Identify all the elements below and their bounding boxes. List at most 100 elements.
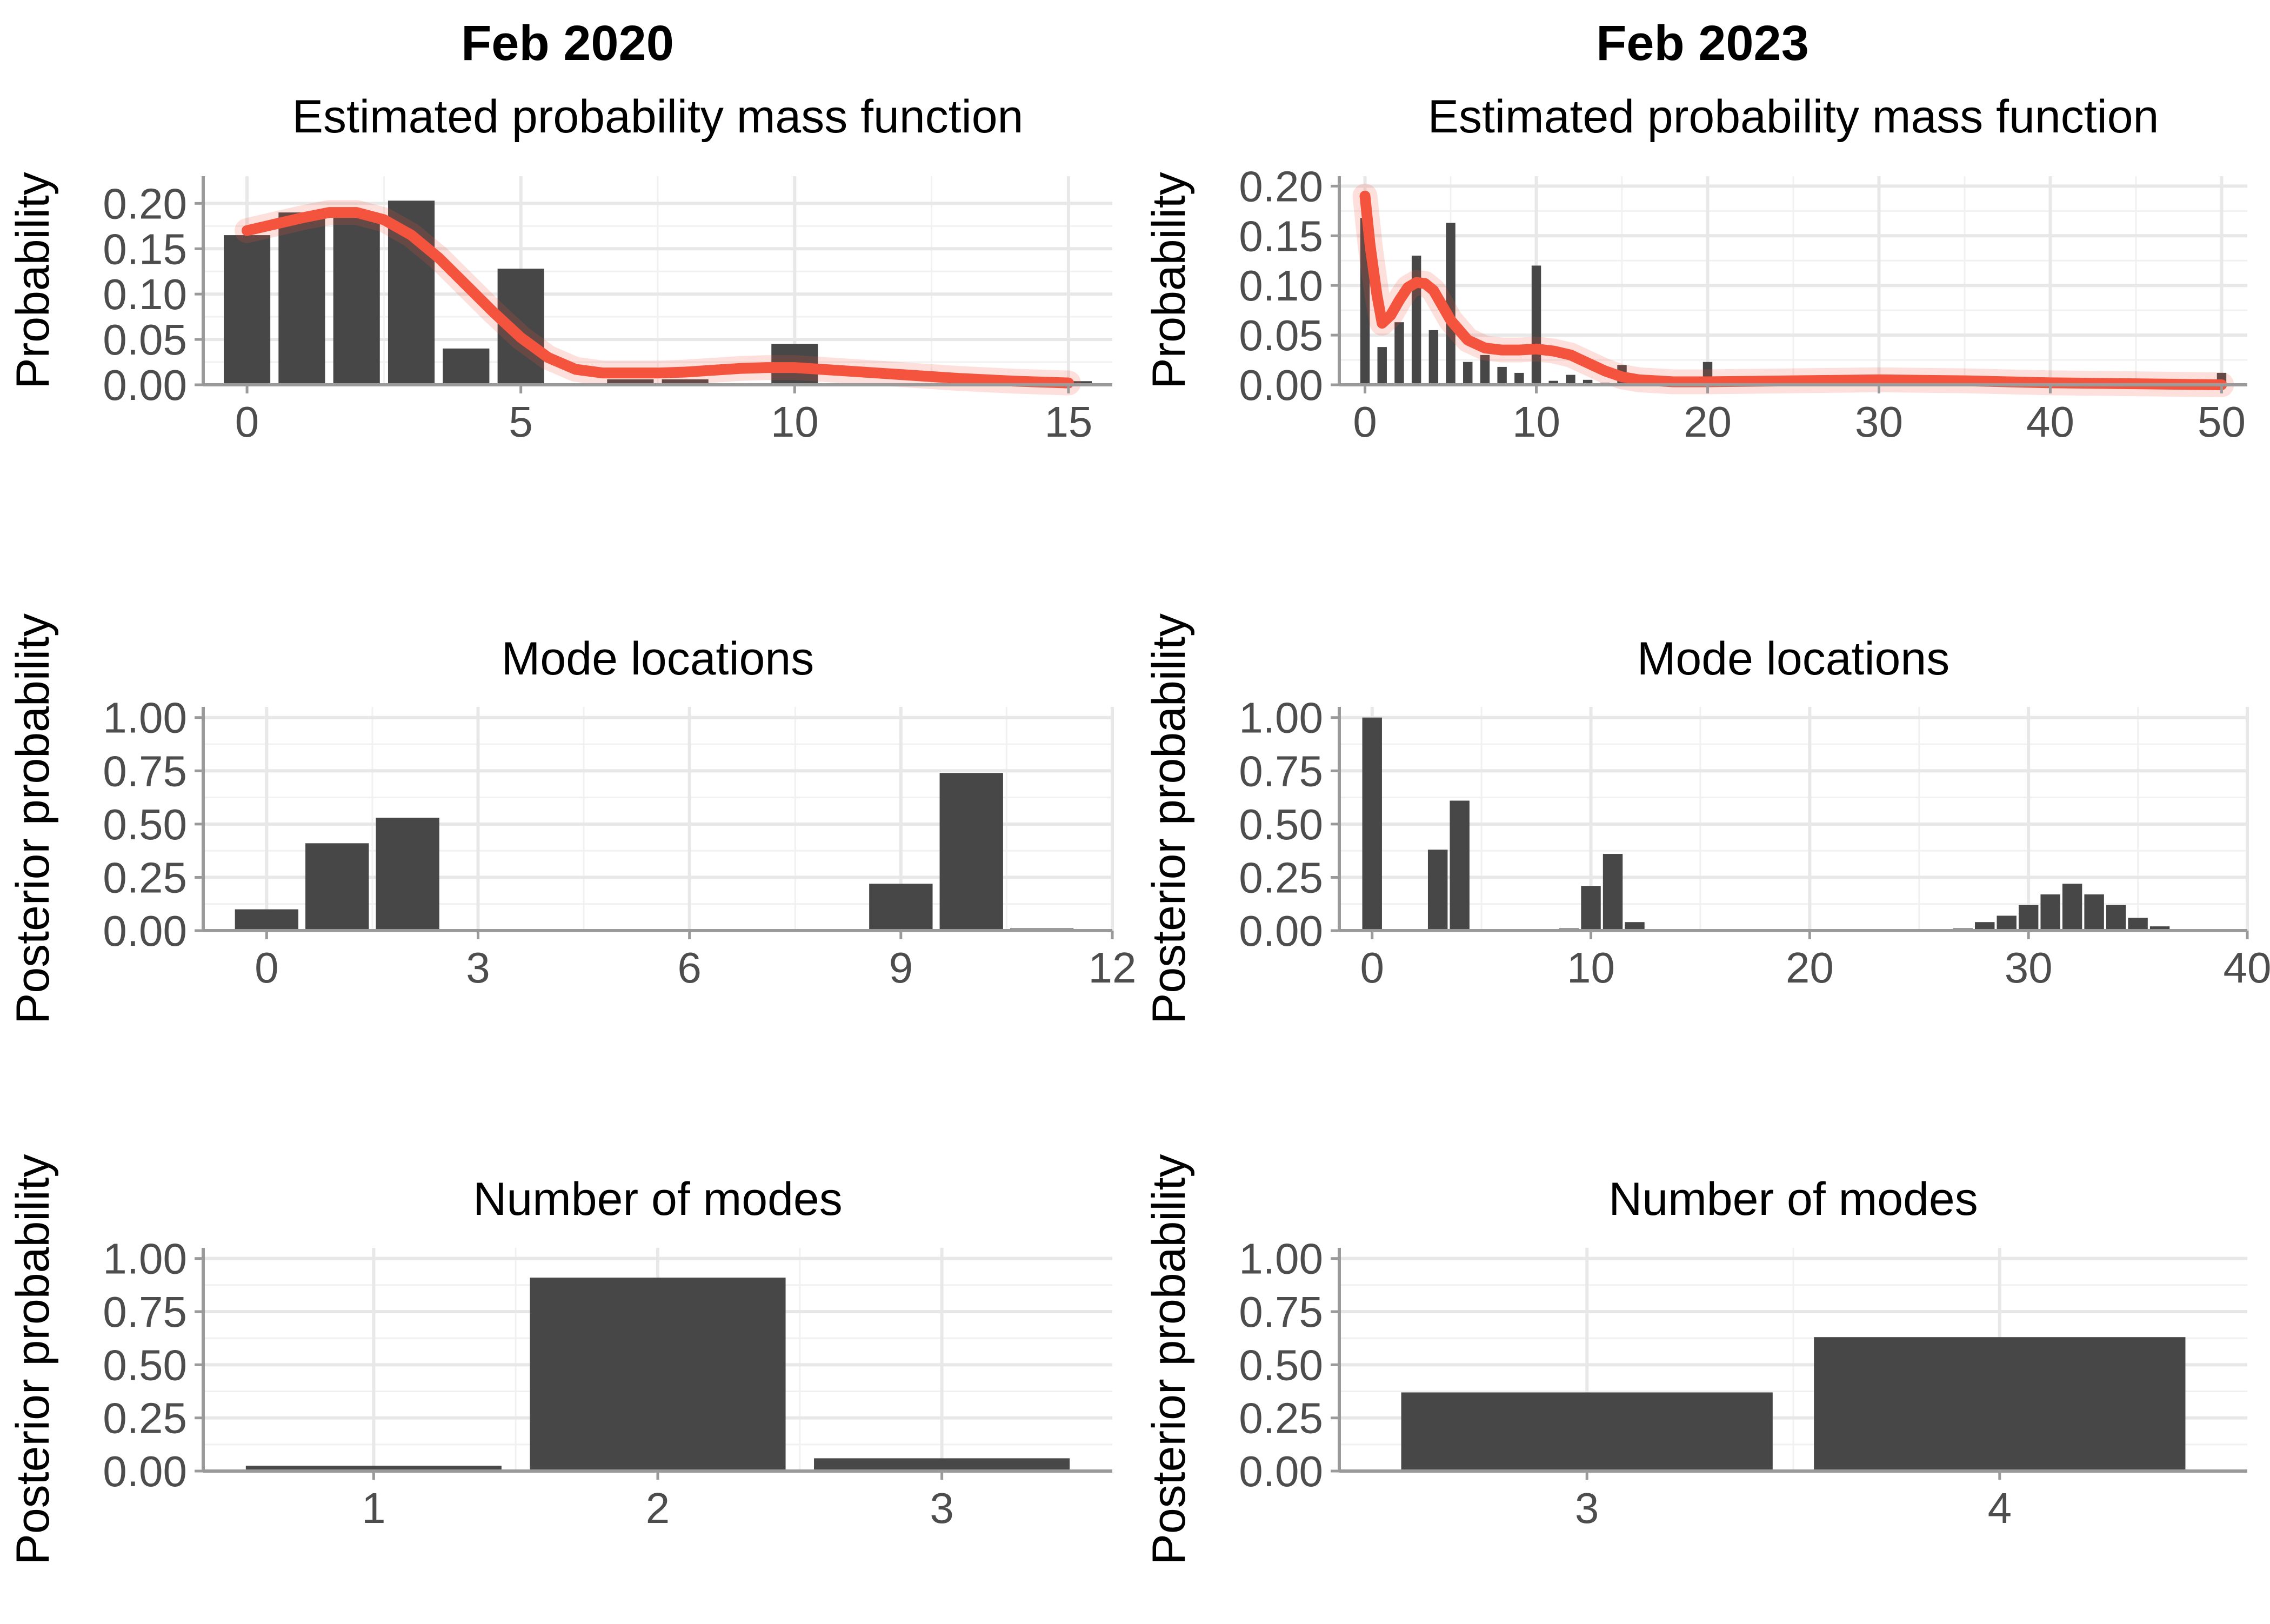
y-tick-label: 0.00 — [103, 361, 187, 409]
x-tick-label: 0 — [1353, 398, 1377, 446]
panel-nmodes-2020: 0.00 0.25 0.50 0.75 1.00 1 2 3 Number of modes Po… — [7, 1154, 1112, 1565]
bar — [1362, 717, 1382, 931]
bar — [2084, 894, 2104, 931]
y-tick-label: 0.50 — [1239, 800, 1323, 848]
y-axis-label: Posterior probability — [7, 1154, 59, 1565]
x-tick-label: 30 — [2005, 944, 2053, 992]
bar — [1548, 380, 1558, 385]
bar — [1566, 375, 1575, 385]
y-tick-label: 0.15 — [1239, 212, 1323, 260]
column-title-right: Feb 2023 — [1596, 16, 1809, 71]
bar — [2018, 905, 2039, 931]
y-tick-label: 0.75 — [1239, 747, 1323, 795]
y-tick-label: 1.00 — [1239, 1235, 1323, 1283]
bar — [278, 212, 325, 385]
y-tick-label: 0.05 — [103, 316, 187, 364]
x-tick-label: 50 — [2198, 398, 2246, 446]
column-title-left: Feb 2020 — [461, 16, 674, 71]
x-tick-label: 3 — [930, 1484, 954, 1532]
bar — [939, 773, 1003, 931]
bar — [245, 1466, 502, 1471]
bar — [1975, 922, 1995, 931]
x-tick-label: 30 — [1855, 398, 1903, 446]
y-tick-label: 1.00 — [1239, 694, 1323, 742]
bar — [2106, 905, 2126, 931]
bar — [1463, 362, 1473, 385]
bar — [607, 379, 654, 385]
bar — [1514, 372, 1524, 385]
bar — [662, 379, 709, 385]
bar — [1428, 330, 1439, 385]
y-axis-label: Posterior probability — [1143, 1154, 1195, 1565]
x-tick-label: 20 — [1786, 944, 1834, 992]
panel-title: Mode locations — [1637, 633, 1949, 685]
y-axis-label: Probability — [7, 172, 59, 389]
bar — [223, 235, 271, 385]
y-tick-label: 1.00 — [103, 694, 187, 742]
bar — [1427, 850, 1448, 931]
bar — [333, 217, 380, 385]
bar — [1377, 347, 1387, 385]
bar — [1497, 366, 1507, 385]
bar — [1625, 922, 1645, 931]
bar — [305, 843, 369, 931]
y-tick-label: 0.25 — [103, 1394, 187, 1442]
panel-title: Number of modes — [473, 1173, 843, 1225]
x-tick-label: 4 — [1988, 1484, 2012, 1532]
bar — [2128, 918, 2148, 931]
y-tick-label: 0.20 — [1239, 162, 1323, 210]
y-tick-label: 0.25 — [103, 853, 187, 901]
y-tick-label: 0.25 — [1239, 1394, 1323, 1442]
bar — [1581, 886, 1601, 931]
bar — [1997, 915, 2017, 931]
panel-pmf-2020: 0.000.050.100.150.20 0 5 10 15 Estimated prob… — [7, 91, 1112, 446]
x-tick-label: 6 — [677, 944, 702, 992]
bar — [443, 348, 490, 385]
x-tick-label: 5 — [509, 398, 533, 446]
posterior-curve — [1359, 190, 2227, 390]
x-tick-label: 0 — [1360, 944, 1384, 992]
bar — [1603, 854, 1623, 931]
bar — [530, 1278, 786, 1471]
bar — [2040, 894, 2060, 931]
posterior-curve — [242, 207, 1074, 389]
panel-title: Estimated probability mass function — [292, 91, 1024, 143]
y-tick-label: 0.20 — [103, 179, 187, 228]
panel-title: Number of modes — [1608, 1173, 1978, 1225]
y-tick-label: 0.00 — [103, 907, 187, 955]
bar — [1394, 322, 1404, 385]
y-tick-label: 0.10 — [103, 270, 187, 318]
x-tick-label: 2 — [646, 1484, 670, 1532]
y-tick-label: 0.50 — [1239, 1341, 1323, 1389]
y-tick-label: 1.00 — [103, 1235, 187, 1283]
x-tick-label: 20 — [1684, 398, 1732, 446]
x-tick-label: 9 — [889, 944, 913, 992]
y-tick-label: 0.75 — [103, 1288, 187, 1336]
panel-pmf-2023: 0.000.050.100.150.20 0 10 20 30 40 50 Estimated… — [1143, 91, 2247, 446]
x-tick-label: 40 — [2224, 944, 2270, 992]
bar — [1450, 800, 1470, 931]
bar — [1446, 223, 1456, 385]
y-axis-label: Probability — [1143, 172, 1195, 389]
bar — [2149, 926, 2170, 931]
x-tick-label: 10 — [1567, 944, 1615, 992]
bar — [1531, 265, 1541, 385]
bar — [1480, 355, 1490, 385]
panel-modes-2020: 0.00 0.25 0.50 0.75 1.00 0 3 6 9 12 Mode locations… — [7, 613, 1136, 1024]
bar — [814, 1458, 1070, 1471]
y-tick-label: 0.00 — [103, 1447, 187, 1495]
y-tick-label: 0.00 — [1239, 361, 1323, 409]
bar — [869, 884, 933, 931]
bar — [1583, 379, 1593, 385]
y-tick-label: 0.50 — [103, 800, 187, 848]
x-tick-label: 15 — [1044, 398, 1092, 446]
y-tick-label: 0.05 — [1239, 311, 1323, 359]
x-tick-label: 0 — [235, 398, 259, 446]
bar — [1814, 1337, 2186, 1471]
y-axis-label: Posterior probability — [1143, 613, 1195, 1024]
y-tick-label: 0.75 — [1239, 1288, 1323, 1336]
y-axis-label: Posterior probability — [7, 613, 59, 1024]
panel-title: Estimated probability mass function — [1428, 91, 2159, 143]
